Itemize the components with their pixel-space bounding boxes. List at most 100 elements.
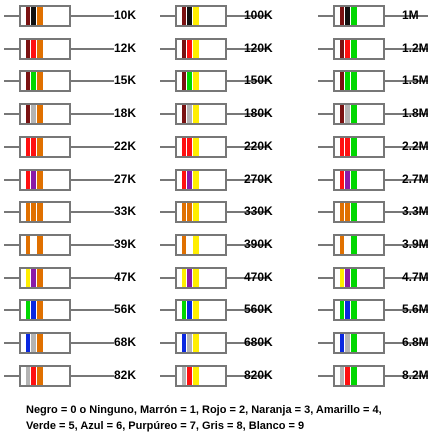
color-band-gray — [26, 366, 30, 385]
resistor-item: 470K — [160, 266, 300, 292]
resistor-icon — [318, 103, 428, 126]
color-band-orange — [26, 203, 30, 222]
color-band-gray — [31, 334, 36, 352]
resistor-icon — [318, 135, 428, 158]
resistor-item: 180K — [160, 102, 300, 128]
resistor-icon — [160, 332, 270, 354]
color-band-red — [31, 137, 36, 156]
color-band-green — [351, 334, 357, 352]
color-band-black — [345, 7, 350, 25]
resistance-label: 680K — [244, 335, 273, 349]
resistor-item: 390K — [160, 233, 300, 259]
resistance-label: 2.7M — [402, 171, 429, 186]
color-band-yellow — [193, 268, 199, 287]
resistor-icon — [4, 332, 114, 354]
color-band-gray — [345, 334, 350, 352]
resistor-item: 10K — [4, 4, 144, 30]
resistor-item: 22K — [4, 135, 144, 161]
resistor-icon — [160, 299, 270, 322]
resistor-item: 2.2M — [318, 135, 436, 161]
resistor-item: 3.3M — [318, 200, 436, 226]
color-band-green — [187, 72, 192, 91]
resistor-icon — [160, 168, 270, 191]
resistance-label: 1.2M — [402, 40, 429, 55]
resistor-item: 1M — [318, 4, 436, 30]
color-band-yellow — [340, 268, 344, 287]
color-band-yellow — [193, 235, 199, 254]
color-band-purple — [345, 268, 350, 287]
color-band-yellow — [193, 7, 199, 25]
color-band-orange — [37, 301, 43, 320]
resistor-icon — [4, 233, 114, 256]
resistance-label: 18K — [114, 106, 137, 121]
color-band-green — [351, 301, 357, 320]
color-band-orange — [26, 235, 30, 254]
resistor-icon — [4, 201, 114, 224]
resistor-icon — [160, 135, 270, 158]
color-band-green — [26, 301, 30, 320]
resistance-label: 10K — [114, 8, 137, 22]
resistor-icon — [160, 201, 270, 224]
color-band-orange — [37, 105, 43, 124]
color-band-green — [351, 366, 357, 385]
color-band-orange — [37, 170, 43, 189]
resistor-icon — [318, 299, 428, 322]
color-band-orange — [340, 203, 344, 222]
resistor-icon — [160, 37, 270, 60]
resistor-icon — [4, 37, 114, 60]
resistor-item: 1.5M — [318, 69, 436, 95]
color-band-brown — [182, 105, 186, 124]
color-band-gray — [182, 366, 186, 385]
resistance-label: 8.2M — [402, 367, 429, 382]
color-band-red — [340, 137, 344, 156]
resistor-item: 100K — [160, 4, 300, 30]
resistor-item: 6.8M — [318, 331, 436, 357]
color-band-green — [345, 72, 350, 91]
resistor-item: 12K — [4, 37, 144, 63]
color-band-brown — [340, 72, 344, 91]
resistance-label: 27K — [114, 171, 137, 186]
color-band-orange — [345, 203, 350, 222]
color-band-purple — [187, 170, 192, 189]
color-band-white — [31, 235, 36, 254]
color-band-red — [187, 39, 192, 58]
resistor-icon — [318, 5, 428, 27]
resistor-icon — [318, 168, 428, 191]
resistance-label: 270K — [244, 171, 273, 186]
color-band-red — [345, 366, 350, 385]
resistor-icon — [318, 37, 428, 60]
color-band-brown — [340, 7, 344, 25]
color-band-black — [187, 7, 192, 25]
resistor-item: 560K — [160, 298, 300, 324]
color-band-green — [351, 137, 357, 156]
resistor-item: 1.8M — [318, 102, 436, 128]
resistor-icon — [160, 266, 270, 289]
resistance-label: 82K — [114, 367, 137, 382]
resistor-icon — [160, 233, 270, 256]
color-band-yellow — [26, 268, 30, 287]
resistor-item: 27K — [4, 168, 144, 194]
resistor-icon — [318, 266, 428, 289]
color-band-orange — [187, 203, 192, 222]
color-band-green — [351, 235, 357, 254]
color-band-red — [31, 366, 36, 385]
color-band-white — [187, 235, 192, 254]
resistor-icon — [318, 233, 428, 256]
color-band-orange — [37, 7, 43, 25]
resistor-item: 270K — [160, 168, 300, 194]
resistor-item: 3.9M — [318, 233, 436, 259]
resistor-icon — [318, 201, 428, 224]
color-band-blue — [182, 334, 186, 352]
color-band-yellow — [193, 39, 199, 58]
resistor-item: 220K — [160, 135, 300, 161]
color-band-brown — [26, 39, 30, 58]
resistance-label: 3.3M — [402, 204, 429, 219]
color-band-orange — [37, 72, 43, 91]
color-band-green — [31, 72, 36, 91]
color-band-purple — [187, 268, 192, 287]
resistor-item: 33K — [4, 200, 144, 226]
color-band-red — [187, 137, 192, 156]
resistor-icon — [4, 266, 114, 289]
resistor-item: 150K — [160, 69, 300, 95]
color-band-orange — [340, 235, 344, 254]
